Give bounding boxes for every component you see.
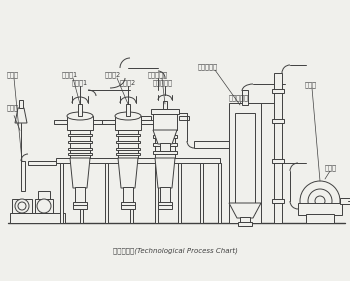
Bar xyxy=(194,141,229,148)
Bar xyxy=(19,100,23,108)
Bar xyxy=(126,104,130,116)
Bar xyxy=(340,198,350,204)
Circle shape xyxy=(15,199,29,213)
Bar xyxy=(68,148,92,150)
Bar xyxy=(160,143,170,151)
Circle shape xyxy=(37,199,51,213)
Bar xyxy=(80,163,83,223)
Bar xyxy=(115,116,141,130)
Bar xyxy=(116,148,140,150)
Polygon shape xyxy=(15,108,27,123)
Bar xyxy=(21,161,25,191)
Bar xyxy=(68,134,92,136)
Bar xyxy=(235,113,255,213)
Bar xyxy=(28,161,56,165)
Bar xyxy=(10,213,65,223)
Circle shape xyxy=(300,181,340,221)
Bar xyxy=(153,143,177,146)
Bar xyxy=(12,199,32,213)
Text: 砖磨机: 砖磨机 xyxy=(7,71,19,78)
Polygon shape xyxy=(155,158,175,188)
Bar xyxy=(153,114,177,130)
Bar xyxy=(56,158,220,163)
Bar xyxy=(73,205,87,209)
Bar xyxy=(158,205,172,209)
Text: 分级机2: 分级机2 xyxy=(120,80,136,86)
Bar xyxy=(130,163,133,223)
Bar xyxy=(200,163,203,223)
Bar xyxy=(179,116,189,120)
Bar xyxy=(229,103,261,223)
Bar xyxy=(272,119,284,123)
Bar xyxy=(153,151,177,154)
Circle shape xyxy=(18,202,26,210)
Bar xyxy=(153,135,177,138)
Bar xyxy=(116,141,140,143)
Bar xyxy=(240,217,250,223)
Bar xyxy=(298,203,342,215)
Bar xyxy=(102,120,115,124)
Bar xyxy=(116,134,140,136)
Ellipse shape xyxy=(67,112,93,120)
Bar xyxy=(274,73,282,223)
Bar xyxy=(178,163,181,223)
Text: 脉冲除尘器: 脉冲除尘器 xyxy=(198,64,218,70)
Bar xyxy=(68,141,92,143)
Bar xyxy=(67,116,93,130)
Polygon shape xyxy=(153,130,177,144)
Polygon shape xyxy=(229,203,261,218)
Text: 旋风收集器: 旋风收集器 xyxy=(153,80,173,86)
Bar xyxy=(155,130,175,158)
Bar xyxy=(121,202,135,206)
Bar xyxy=(121,205,135,209)
Bar xyxy=(158,202,172,206)
Bar xyxy=(123,187,133,203)
Bar xyxy=(272,199,284,203)
Bar xyxy=(70,130,90,158)
Circle shape xyxy=(308,189,332,213)
Text: 分级机1: 分级机1 xyxy=(62,71,78,78)
Text: 分级机2: 分级机2 xyxy=(105,71,121,78)
Polygon shape xyxy=(70,158,90,188)
Text: 脉冲除尘器: 脉冲除尘器 xyxy=(229,94,249,101)
Text: 砖磨机: 砖磨机 xyxy=(7,104,19,111)
Ellipse shape xyxy=(115,112,141,120)
Text: 分级机1: 分级机1 xyxy=(72,80,88,86)
Bar xyxy=(60,163,63,223)
Bar xyxy=(151,109,179,114)
Bar xyxy=(155,163,158,223)
Bar xyxy=(272,89,284,93)
Text: 工艺流程图(Technological Process Chart): 工艺流程图(Technological Process Chart) xyxy=(113,248,237,254)
Bar xyxy=(218,163,221,223)
Text: 引风机: 引风机 xyxy=(305,81,317,88)
Bar xyxy=(73,202,87,206)
Bar xyxy=(118,130,138,158)
Bar xyxy=(272,159,284,163)
Bar xyxy=(93,120,106,124)
Bar xyxy=(141,120,154,124)
Bar xyxy=(242,90,248,105)
Bar xyxy=(141,116,151,120)
Polygon shape xyxy=(118,158,138,188)
Bar xyxy=(75,187,85,203)
Bar xyxy=(78,104,82,116)
Bar xyxy=(160,187,170,203)
Text: 引风机: 引风机 xyxy=(325,164,337,171)
Bar xyxy=(35,199,53,213)
Bar xyxy=(54,120,67,124)
Text: 旋风收集器: 旋风收集器 xyxy=(148,71,168,78)
Bar xyxy=(163,101,167,109)
Bar xyxy=(116,153,140,155)
Bar xyxy=(68,153,92,155)
Bar xyxy=(38,191,50,199)
Bar xyxy=(306,214,334,223)
Circle shape xyxy=(315,196,325,206)
Bar xyxy=(105,163,108,223)
Bar xyxy=(238,222,252,226)
